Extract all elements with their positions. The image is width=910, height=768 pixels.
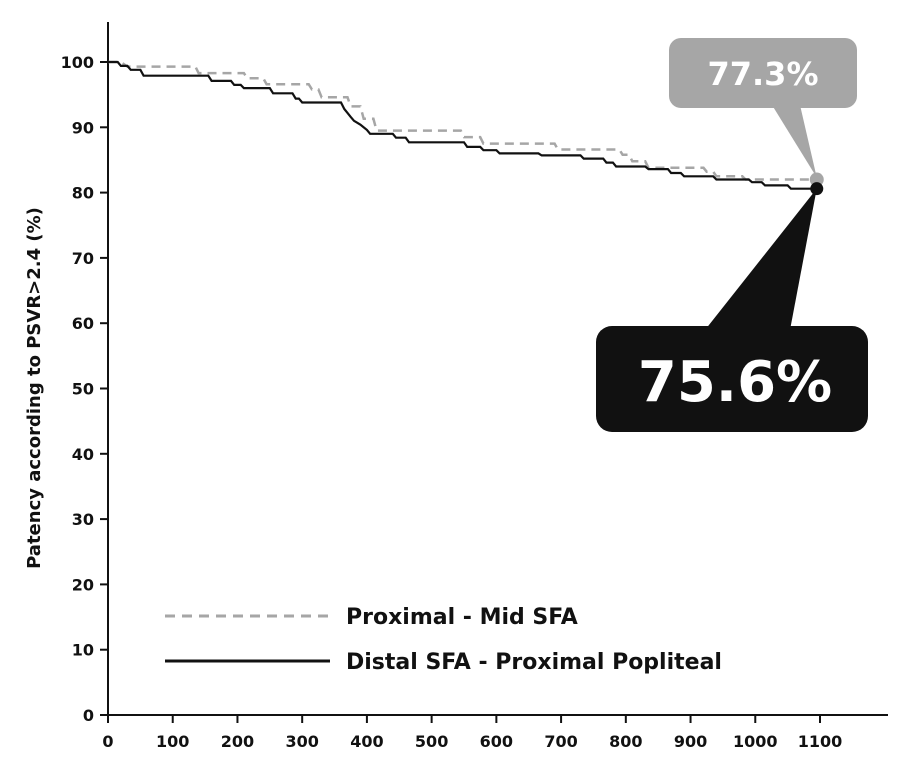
x-tick-label: 200: [221, 732, 254, 751]
series: [108, 60, 817, 190]
y-tick-label: 30: [72, 510, 94, 529]
callout-text-2: 75.6%: [638, 350, 832, 415]
legend-label-2: Distal SFA - Proximal Popliteal: [346, 650, 722, 675]
x-tick-label: 400: [350, 732, 383, 751]
x-tick-label: 600: [480, 732, 513, 751]
x-tick-label: 700: [544, 732, 577, 751]
legend-label-1: Proximal - Mid SFA: [346, 605, 578, 630]
callout-pointer-2: [705, 188, 817, 330]
x-tick-label: 800: [609, 732, 642, 751]
y-tick-label: 20: [72, 575, 94, 594]
callout-box-1: [669, 38, 857, 108]
y-tick-label: 70: [72, 249, 94, 268]
x-tick-label: 900: [674, 732, 707, 751]
x-tick-label: 300: [285, 732, 318, 751]
y-tick-label: 0: [83, 706, 94, 725]
callouts: 77.3% 75.6%: [596, 38, 868, 432]
callout-pointer-1: [772, 105, 817, 178]
y-axis-title: Patency according to PSVR>2.4 (%): [24, 207, 45, 569]
legend: Proximal - Mid SFA Distal SFA - Proximal …: [165, 605, 722, 675]
x-tick-label: 1000: [733, 732, 778, 751]
y-tick-label: 80: [72, 184, 94, 203]
ticks: 0 100 200 300 400 500 600 700 800 900 1000 1100 0 10 2…: [61, 53, 843, 751]
y-tick-label: 90: [72, 118, 94, 137]
series-line-2: [108, 60, 817, 190]
y-tick-label: 50: [72, 380, 94, 399]
y-tick-label: 10: [72, 641, 94, 660]
endpoint-marker-2: [810, 182, 824, 196]
callout-text-1: 77.3%: [707, 55, 818, 93]
endpoint-marker-1: [809, 172, 824, 187]
y-tick-label: 40: [72, 445, 94, 464]
x-tick-label: 0: [102, 732, 113, 751]
y-tick-label: 100: [61, 53, 94, 72]
callout-box-2: [596, 326, 868, 432]
x-tick-label: 100: [156, 732, 189, 751]
series-line-1: [108, 60, 817, 181]
y-tick-label: 60: [72, 314, 94, 333]
x-tick-label: 1100: [798, 732, 843, 751]
x-tick-label: 500: [415, 732, 448, 751]
